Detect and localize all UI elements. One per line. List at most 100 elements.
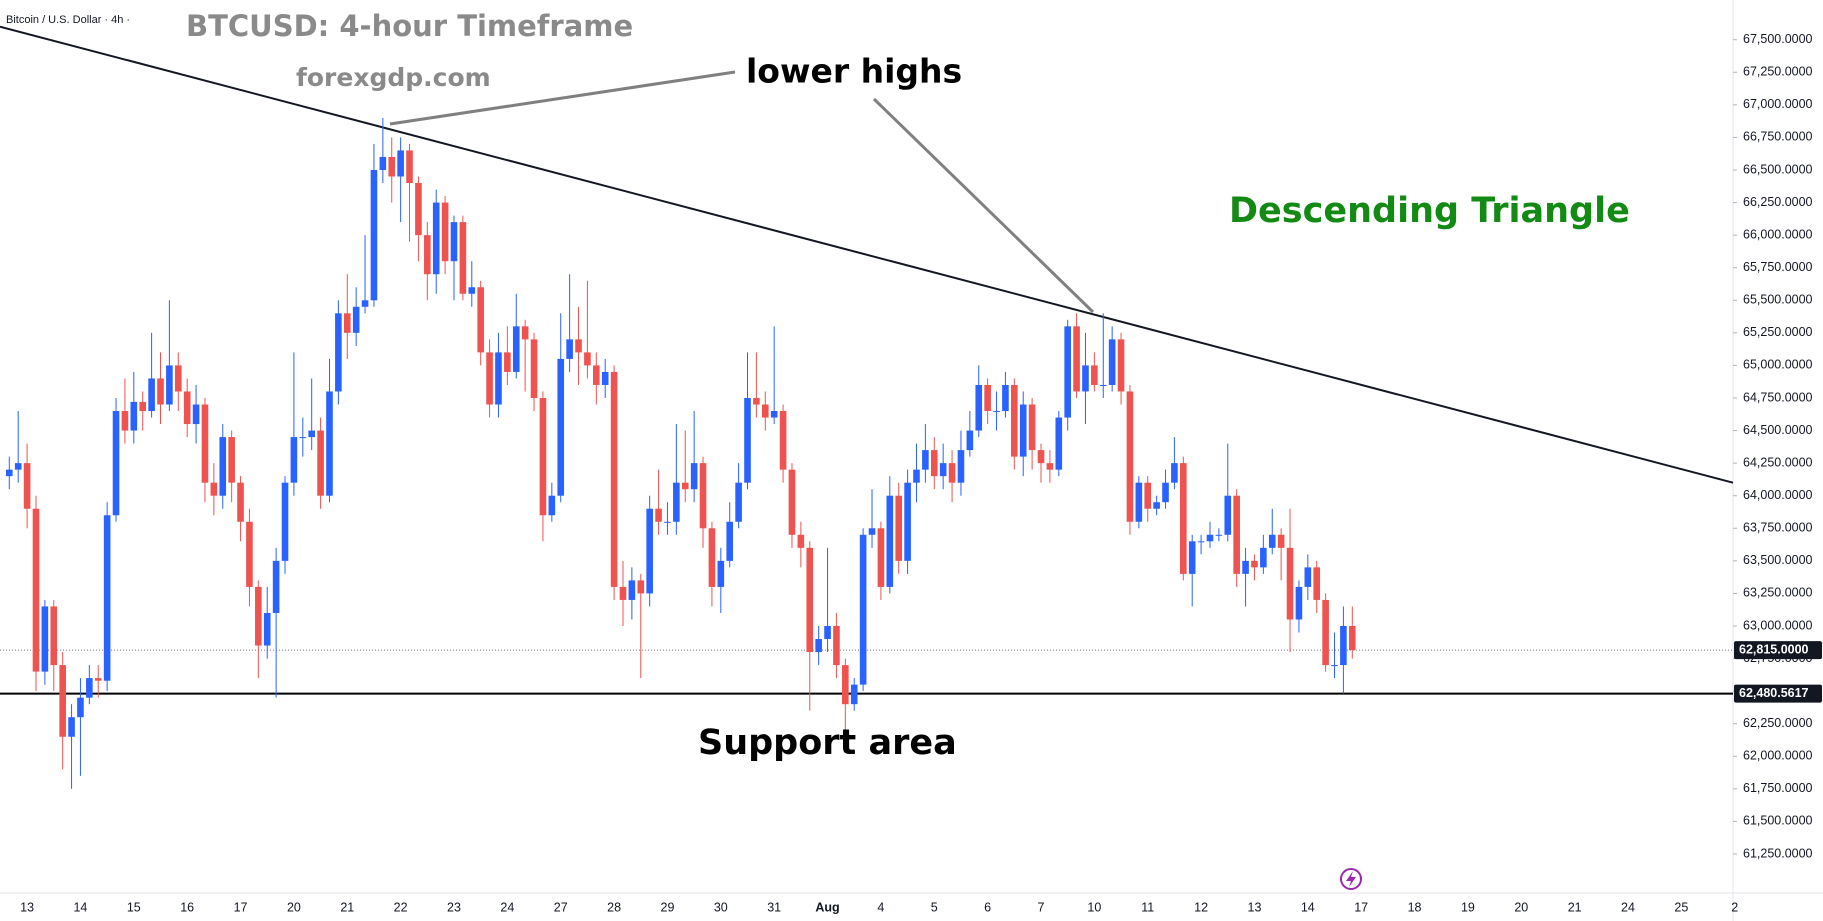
x-tick-label: 14 (1301, 900, 1315, 914)
candle-body (121, 411, 129, 431)
x-tick-label: 29 (661, 900, 675, 914)
x-tick-label: 28 (607, 900, 621, 914)
candle-body (1037, 450, 1045, 464)
x-tick-label: 25 (1674, 900, 1688, 914)
candle-body (1135, 482, 1143, 522)
candle-body (1082, 365, 1089, 392)
candle-body (610, 371, 618, 587)
candle-body (317, 430, 324, 496)
header: Bitcoin / U.S. Dollar · 4h · (6, 14, 130, 26)
candle-body (690, 463, 698, 490)
candle-body (495, 352, 502, 405)
icon-ring[interactable] (1340, 868, 1362, 890)
candle-body (504, 352, 511, 372)
candle-body (50, 606, 58, 666)
candle-body (1197, 541, 1205, 543)
candle-body (157, 378, 164, 405)
x-tick-label: 30 (714, 900, 728, 914)
candle-body (1055, 417, 1063, 470)
candle-body (14, 463, 22, 470)
candle-body (406, 150, 413, 184)
annotation: Support area (698, 723, 957, 763)
candle-body (655, 508, 662, 522)
candle-body (59, 665, 66, 737)
candle-body (228, 437, 235, 483)
y-tick-label: 64,750.0000 (1743, 390, 1813, 404)
candle-body (1153, 502, 1160, 509)
candle-body (1242, 560, 1249, 574)
candle-body (575, 339, 582, 353)
candle-body (637, 580, 645, 594)
candle-body (619, 586, 627, 600)
candle-body (1286, 547, 1294, 620)
y-tick-label: 62,000.0000 (1743, 749, 1813, 763)
candle-body (477, 287, 484, 353)
x-tick-label: 13 (1248, 900, 1262, 914)
x-tick-label: 4 (877, 900, 884, 914)
candle-body (1188, 541, 1196, 574)
candle-body (1180, 463, 1187, 574)
candle-body (432, 202, 440, 275)
candle-body (237, 482, 244, 522)
x-tick-label: 19 (1461, 900, 1475, 914)
y-tick-label: 63,500.0000 (1743, 553, 1813, 567)
candle-body (424, 235, 431, 275)
candle-body (397, 150, 404, 177)
candle-body (343, 313, 351, 333)
candle-body (601, 371, 609, 385)
candle-body (1171, 463, 1178, 483)
candle-body (281, 482, 289, 561)
candle-body (593, 365, 600, 385)
candle-body (753, 397, 760, 405)
candle-body (584, 352, 591, 366)
y-tick-label: 65,500.0000 (1743, 293, 1813, 307)
x-tick-label: 23 (447, 900, 461, 914)
candle-body (459, 222, 467, 294)
candle-body (957, 450, 965, 483)
y-tick-label: 63,000.0000 (1743, 618, 1813, 632)
icon-bolt[interactable] (1346, 871, 1356, 887)
pointer-line (389, 70, 736, 126)
x-tick-label: 14 (73, 900, 87, 914)
candle-body (23, 463, 31, 509)
candle-body (1260, 547, 1267, 568)
price-label-box (1734, 684, 1822, 703)
x-tick-label: 27 (554, 900, 568, 914)
y-tick-label: 63,750.0000 (1743, 521, 1813, 535)
candle-body (210, 482, 218, 496)
candle-body (130, 401, 138, 431)
candle-body (993, 411, 1000, 413)
candle-body (201, 404, 209, 483)
candle-body (272, 560, 280, 613)
candle-body (1064, 326, 1071, 418)
candle-body (815, 639, 822, 653)
candle-body (735, 482, 742, 522)
candle-body (842, 665, 849, 705)
candle-body (219, 437, 227, 496)
x-tick-label: 24 (500, 900, 514, 914)
candle-body (521, 326, 529, 340)
candle-body (681, 482, 689, 490)
x-tick-label: 13 (20, 900, 34, 914)
candle-body (1348, 625, 1356, 651)
x-tick-label: 20 (287, 900, 301, 914)
candle-body (1251, 560, 1258, 568)
candle-body (1206, 534, 1214, 542)
y-tick-label: 61,500.0000 (1743, 814, 1813, 828)
candle-body (1215, 534, 1223, 536)
candle-body (922, 450, 929, 470)
replay-icon[interactable] (1340, 868, 1362, 890)
candle-body (646, 508, 653, 594)
x-tick-label: 31 (767, 900, 781, 914)
candle-body (512, 326, 520, 372)
x-tick-label: 18 (1408, 900, 1422, 914)
candle-body (1117, 339, 1125, 392)
candle-body (824, 625, 831, 640)
candle-body (797, 534, 805, 548)
candle-body (139, 401, 147, 412)
annotation: lower highs (746, 52, 962, 91)
y-tick-label: 62,250.0000 (1743, 716, 1813, 730)
